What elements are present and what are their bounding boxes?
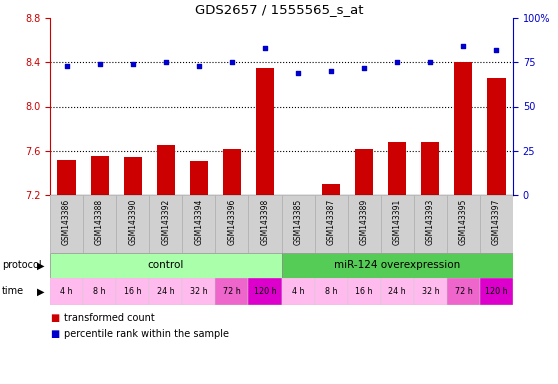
Text: miR-124 overexpression: miR-124 overexpression bbox=[334, 260, 460, 270]
Bar bbox=[281, 195, 315, 253]
Text: GSM143392: GSM143392 bbox=[161, 199, 170, 245]
Bar bbox=[322, 184, 340, 195]
Bar bbox=[248, 278, 281, 305]
Text: protocol: protocol bbox=[2, 260, 41, 270]
Bar bbox=[281, 253, 513, 278]
Text: ▶: ▶ bbox=[37, 260, 45, 270]
Bar bbox=[355, 149, 373, 195]
Point bbox=[426, 59, 435, 65]
Text: GDS2657 / 1555565_s_at: GDS2657 / 1555565_s_at bbox=[195, 3, 363, 16]
Text: GSM143397: GSM143397 bbox=[492, 199, 501, 245]
Text: GSM143390: GSM143390 bbox=[128, 199, 137, 245]
Text: 120 h: 120 h bbox=[485, 287, 508, 296]
Text: GSM143387: GSM143387 bbox=[326, 199, 335, 245]
Text: GSM143388: GSM143388 bbox=[95, 199, 104, 245]
Bar bbox=[487, 78, 506, 195]
Point bbox=[95, 61, 104, 67]
Bar bbox=[90, 156, 109, 195]
Bar bbox=[83, 195, 116, 253]
Point bbox=[360, 65, 369, 71]
Point bbox=[294, 70, 302, 76]
Bar bbox=[157, 145, 175, 195]
Bar bbox=[414, 195, 447, 253]
Bar bbox=[348, 195, 381, 253]
Bar bbox=[223, 149, 241, 195]
Bar bbox=[480, 278, 513, 305]
Point bbox=[261, 45, 270, 51]
Point bbox=[326, 68, 335, 74]
Bar bbox=[454, 62, 473, 195]
Text: 24 h: 24 h bbox=[388, 287, 406, 296]
Bar bbox=[348, 278, 381, 305]
Text: GSM143398: GSM143398 bbox=[261, 199, 270, 245]
Text: 72 h: 72 h bbox=[223, 287, 240, 296]
Bar bbox=[83, 278, 116, 305]
Bar bbox=[50, 278, 83, 305]
Text: 8 h: 8 h bbox=[325, 287, 338, 296]
Point bbox=[393, 59, 402, 65]
Bar bbox=[289, 195, 307, 196]
Text: GSM143386: GSM143386 bbox=[62, 199, 71, 245]
Bar bbox=[256, 68, 274, 195]
Bar bbox=[248, 195, 281, 253]
Point bbox=[492, 47, 501, 53]
Point bbox=[128, 61, 137, 67]
Bar bbox=[281, 278, 315, 305]
Text: ■: ■ bbox=[50, 329, 60, 339]
Bar bbox=[190, 161, 208, 195]
Bar bbox=[381, 195, 414, 253]
Text: GSM143385: GSM143385 bbox=[294, 199, 302, 245]
Bar bbox=[215, 195, 248, 253]
Text: control: control bbox=[147, 260, 184, 270]
Text: 24 h: 24 h bbox=[157, 287, 175, 296]
Point bbox=[228, 59, 237, 65]
Bar bbox=[315, 195, 348, 253]
Text: GSM143396: GSM143396 bbox=[228, 199, 237, 245]
Text: percentile rank within the sample: percentile rank within the sample bbox=[64, 329, 229, 339]
Bar bbox=[50, 253, 281, 278]
Bar bbox=[182, 278, 215, 305]
Point bbox=[62, 63, 71, 69]
Bar bbox=[447, 278, 480, 305]
Bar bbox=[480, 195, 513, 253]
Text: transformed count: transformed count bbox=[64, 313, 155, 323]
Text: time: time bbox=[2, 286, 24, 296]
Text: GSM143389: GSM143389 bbox=[360, 199, 369, 245]
Text: 32 h: 32 h bbox=[190, 287, 208, 296]
Text: 8 h: 8 h bbox=[93, 287, 106, 296]
Text: 4 h: 4 h bbox=[60, 287, 73, 296]
Bar bbox=[50, 195, 83, 253]
Text: 120 h: 120 h bbox=[254, 287, 276, 296]
Text: 4 h: 4 h bbox=[292, 287, 304, 296]
Text: ■: ■ bbox=[50, 313, 60, 323]
Bar bbox=[149, 195, 182, 253]
Bar bbox=[447, 195, 480, 253]
Point bbox=[194, 63, 203, 69]
Bar bbox=[123, 157, 142, 195]
Bar bbox=[182, 195, 215, 253]
Text: 72 h: 72 h bbox=[455, 287, 472, 296]
Bar bbox=[116, 195, 149, 253]
Bar bbox=[381, 278, 414, 305]
Bar bbox=[414, 278, 447, 305]
Text: 16 h: 16 h bbox=[355, 287, 373, 296]
Text: GSM143393: GSM143393 bbox=[426, 199, 435, 245]
Bar bbox=[315, 278, 348, 305]
Bar bbox=[57, 160, 76, 195]
Text: 16 h: 16 h bbox=[124, 287, 141, 296]
Text: GSM143394: GSM143394 bbox=[194, 199, 203, 245]
Point bbox=[459, 43, 468, 50]
Text: GSM143395: GSM143395 bbox=[459, 199, 468, 245]
Point bbox=[161, 59, 170, 65]
Bar bbox=[388, 142, 406, 195]
Text: GSM143391: GSM143391 bbox=[393, 199, 402, 245]
Bar bbox=[421, 142, 439, 195]
Text: ▶: ▶ bbox=[37, 286, 45, 296]
Bar bbox=[149, 278, 182, 305]
Bar bbox=[116, 278, 149, 305]
Text: 32 h: 32 h bbox=[421, 287, 439, 296]
Bar bbox=[215, 278, 248, 305]
